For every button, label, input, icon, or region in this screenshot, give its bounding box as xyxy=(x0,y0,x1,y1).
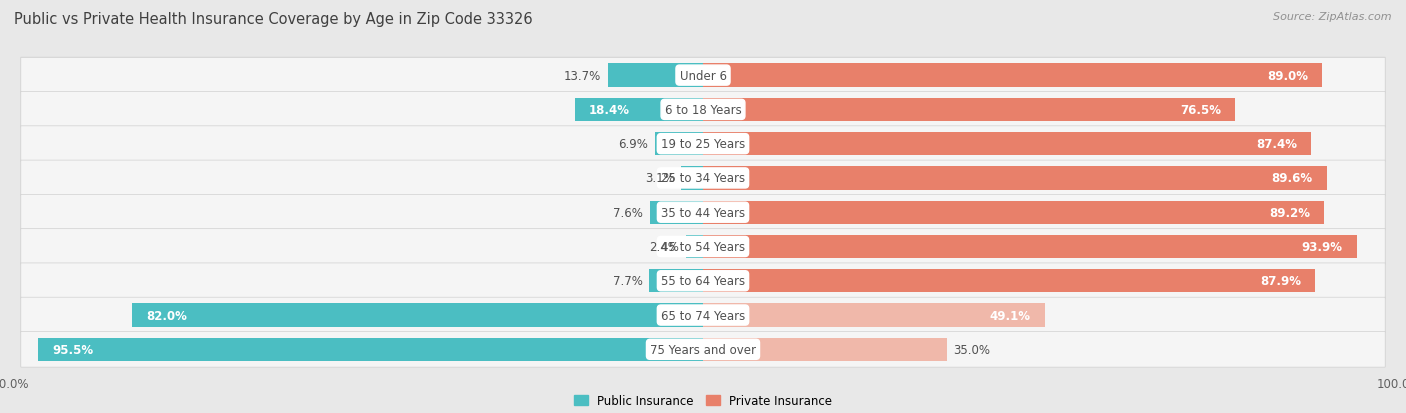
Text: 95.5%: 95.5% xyxy=(52,343,93,356)
FancyBboxPatch shape xyxy=(21,92,1385,128)
Legend: Public Insurance, Private Insurance: Public Insurance, Private Insurance xyxy=(574,394,832,407)
Text: 35.0%: 35.0% xyxy=(953,343,991,356)
Bar xyxy=(655,133,703,156)
Text: Source: ZipAtlas.com: Source: ZipAtlas.com xyxy=(1274,12,1392,22)
Bar xyxy=(703,133,1312,156)
FancyBboxPatch shape xyxy=(21,229,1385,264)
FancyBboxPatch shape xyxy=(21,126,1385,162)
Bar xyxy=(703,338,946,361)
Text: 75 Years and over: 75 Years and over xyxy=(650,343,756,356)
Bar xyxy=(703,304,1045,327)
Text: 65 to 74 Years: 65 to 74 Years xyxy=(661,309,745,322)
FancyBboxPatch shape xyxy=(21,160,1385,196)
Text: Under 6: Under 6 xyxy=(679,69,727,83)
FancyBboxPatch shape xyxy=(21,93,1385,128)
FancyBboxPatch shape xyxy=(21,229,1385,265)
Bar xyxy=(703,235,1357,259)
FancyBboxPatch shape xyxy=(21,161,1385,196)
Bar xyxy=(650,269,703,293)
FancyBboxPatch shape xyxy=(21,332,1385,367)
Text: 89.6%: 89.6% xyxy=(1271,172,1313,185)
FancyBboxPatch shape xyxy=(21,195,1385,230)
Text: 87.9%: 87.9% xyxy=(1260,275,1301,287)
Text: 87.4%: 87.4% xyxy=(1257,138,1298,151)
Bar xyxy=(686,235,703,259)
Text: 35 to 44 Years: 35 to 44 Years xyxy=(661,206,745,219)
Text: Public vs Private Health Insurance Coverage by Age in Zip Code 33326: Public vs Private Health Insurance Cover… xyxy=(14,12,533,27)
FancyBboxPatch shape xyxy=(21,195,1385,230)
Bar xyxy=(703,167,1327,190)
Bar xyxy=(575,98,703,122)
Text: 49.1%: 49.1% xyxy=(990,309,1031,322)
FancyBboxPatch shape xyxy=(21,126,1385,162)
Text: 76.5%: 76.5% xyxy=(1181,104,1222,116)
Text: 82.0%: 82.0% xyxy=(146,309,187,322)
Bar xyxy=(132,304,703,327)
Text: 7.6%: 7.6% xyxy=(613,206,643,219)
Text: 2.4%: 2.4% xyxy=(650,240,679,253)
Text: 18.4%: 18.4% xyxy=(589,104,630,116)
Text: 55 to 64 Years: 55 to 64 Years xyxy=(661,275,745,287)
Bar xyxy=(703,98,1236,122)
FancyBboxPatch shape xyxy=(21,297,1385,333)
Bar xyxy=(607,64,703,88)
Text: 25 to 34 Years: 25 to 34 Years xyxy=(661,172,745,185)
Text: 89.0%: 89.0% xyxy=(1267,69,1309,83)
FancyBboxPatch shape xyxy=(21,263,1385,299)
FancyBboxPatch shape xyxy=(21,263,1385,299)
Bar xyxy=(682,167,703,190)
FancyBboxPatch shape xyxy=(21,58,1385,93)
Text: 6 to 18 Years: 6 to 18 Years xyxy=(665,104,741,116)
Text: 3.1%: 3.1% xyxy=(645,172,675,185)
Text: 6.9%: 6.9% xyxy=(619,138,648,151)
Text: 89.2%: 89.2% xyxy=(1268,206,1310,219)
Bar xyxy=(703,64,1323,88)
FancyBboxPatch shape xyxy=(21,331,1385,367)
Text: 93.9%: 93.9% xyxy=(1302,240,1343,253)
FancyBboxPatch shape xyxy=(21,297,1385,333)
Text: 19 to 25 Years: 19 to 25 Years xyxy=(661,138,745,151)
Bar xyxy=(703,269,1315,293)
Bar xyxy=(650,201,703,224)
Text: 7.7%: 7.7% xyxy=(613,275,643,287)
FancyBboxPatch shape xyxy=(21,58,1385,94)
Text: 13.7%: 13.7% xyxy=(564,69,600,83)
Text: 45 to 54 Years: 45 to 54 Years xyxy=(661,240,745,253)
Bar xyxy=(703,201,1324,224)
Bar xyxy=(38,338,703,361)
